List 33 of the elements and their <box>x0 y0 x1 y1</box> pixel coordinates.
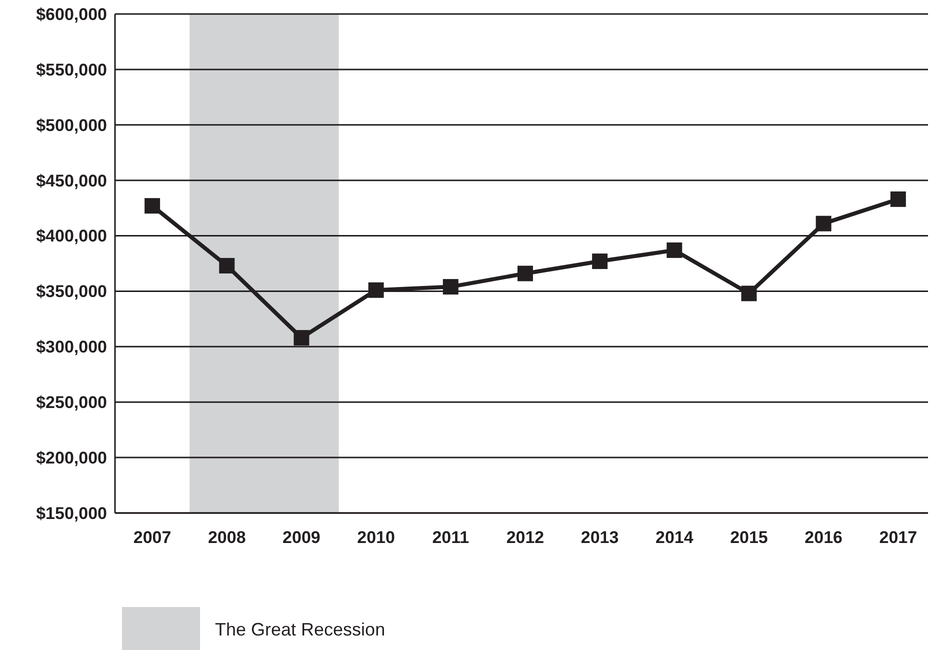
y-tick-label: $400,000 <box>36 226 107 246</box>
x-tick-label: 2010 <box>357 528 395 547</box>
x-tick-label: 2013 <box>580 528 619 547</box>
y-tick-label: $200,000 <box>36 448 107 468</box>
point <box>294 330 310 346</box>
x-tick-label: 2014 <box>655 528 694 547</box>
point <box>666 242 682 258</box>
x-tick-label: 2015 <box>730 528 768 547</box>
point <box>816 216 832 232</box>
y-tick-label: $350,000 <box>36 282 107 302</box>
y-tick-label: $600,000 <box>36 4 107 24</box>
point <box>144 198 160 214</box>
y-tick-label: $550,000 <box>36 60 107 80</box>
y-tick-label: $300,000 <box>36 338 107 357</box>
point <box>890 191 906 207</box>
x-tick-label: 2007 <box>133 528 172 547</box>
y-tick-label: $150,000 <box>36 504 107 523</box>
x-tick-label: 2011 <box>432 528 470 547</box>
x-tick-label: 2012 <box>506 528 544 547</box>
point <box>442 279 458 295</box>
y-tick-label: $500,000 <box>36 116 107 135</box>
x-tick-label: 2017 <box>879 528 918 547</box>
point <box>219 258 235 274</box>
y-tick-label: $250,000 <box>36 393 107 412</box>
point <box>517 266 533 282</box>
point <box>741 286 757 302</box>
x-tick-label: 2008 <box>208 528 246 547</box>
x-tick-label: 2016 <box>804 528 842 547</box>
point <box>368 282 384 298</box>
point <box>592 254 608 270</box>
x-tick-label: 2009 <box>282 528 320 547</box>
legend-label: The Great Recession <box>215 619 386 640</box>
y-tick-label: $450,000 <box>36 171 107 190</box>
